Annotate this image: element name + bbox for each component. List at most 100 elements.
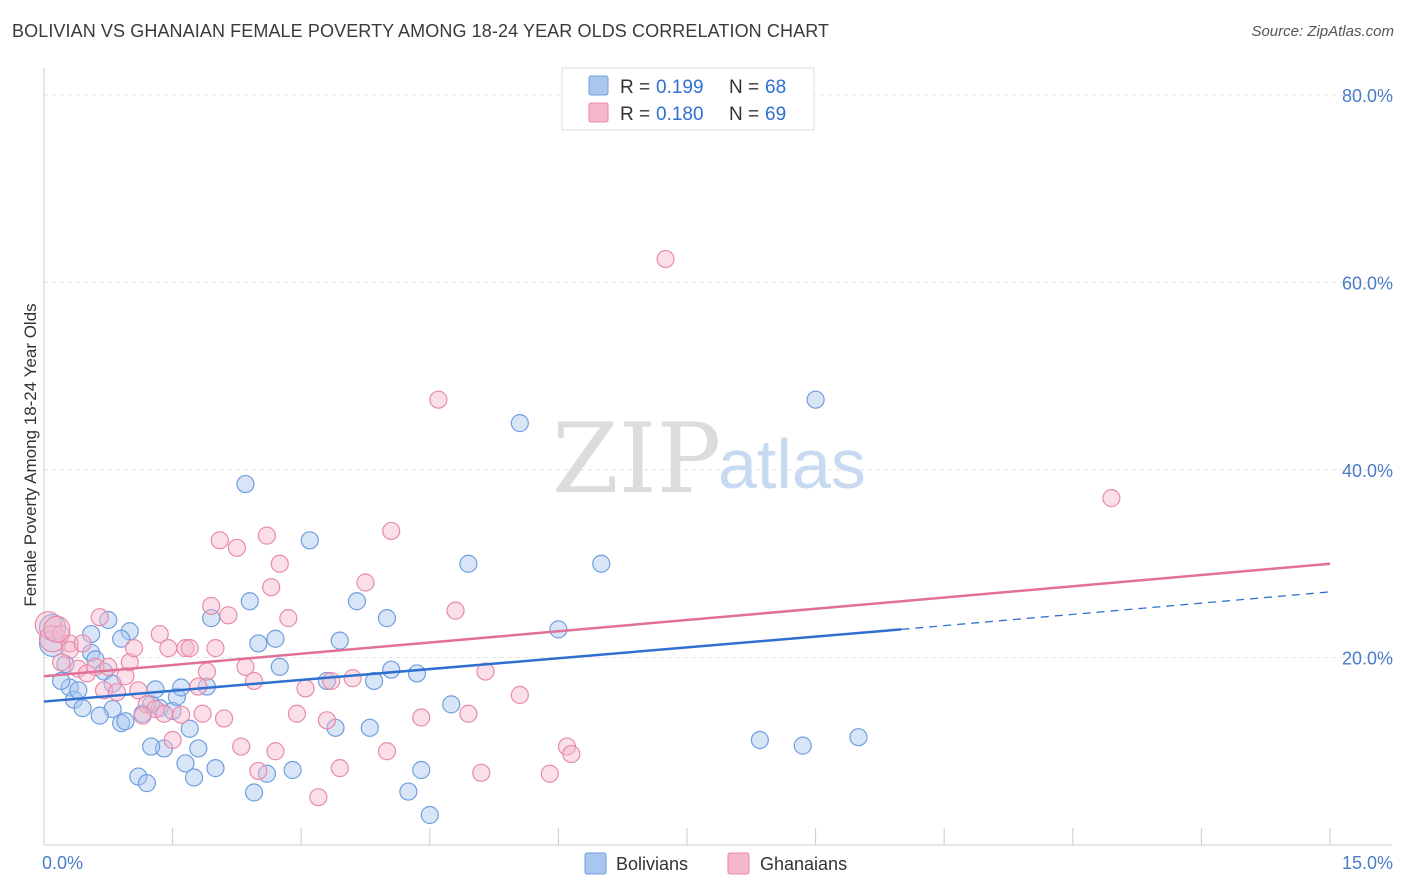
point-ghanaians: [377, 742, 397, 761]
axes: [43, 68, 1392, 846]
point-ghanaians: [90, 608, 109, 627]
grid: [44, 94, 1392, 658]
legend-swatch-bolivians: [588, 75, 609, 96]
point-bolivians: [793, 736, 812, 755]
point-ghanaians: [124, 639, 144, 658]
bottom-legend-swatch-bolivians: [584, 852, 607, 875]
point-bolivians: [330, 631, 349, 650]
point-ghanaians: [172, 705, 191, 724]
point-ghanaians: [206, 639, 225, 658]
point-ghanaians: [266, 742, 285, 761]
points: [34, 249, 1121, 825]
point-bolivians: [180, 719, 199, 738]
point-ghanaians: [459, 704, 478, 723]
point-ghanaians: [133, 706, 152, 725]
point-ghanaians: [43, 615, 71, 643]
point-bolivians: [137, 774, 156, 793]
point-bolivians: [382, 660, 401, 679]
trend-line-ghanaians: [43, 562, 1331, 678]
point-bolivians: [112, 629, 131, 648]
point-bolivians: [172, 678, 191, 697]
point-ghanaians: [227, 538, 246, 557]
point-ghanaians: [343, 669, 362, 688]
point-ghanaians: [257, 526, 277, 545]
legend-swatch-ghanaians: [588, 102, 609, 123]
source-label: Source: ZipAtlas.com: [1251, 23, 1394, 40]
point-bolivians: [189, 739, 208, 758]
point-ghanaians: [309, 788, 328, 807]
point-ghanaians: [99, 657, 118, 676]
point-bolivians: [236, 474, 255, 494]
x-tick-labels: 0.0% 15.0%: [42, 853, 1393, 873]
watermark-zip: ZIP: [552, 403, 721, 515]
legend-r-value-2: 0.180: [656, 104, 704, 125]
point-ghanaians: [210, 531, 229, 550]
y-tick-label: 60.0%: [1342, 274, 1393, 294]
point-ghanaians: [52, 653, 71, 672]
point-ghanaians: [219, 606, 238, 625]
point-bolivians: [399, 782, 418, 801]
bottom-legend-ghanaians: Ghanaians: [760, 854, 847, 874]
point-ghanaians: [180, 639, 199, 658]
point-bolivians: [300, 531, 319, 550]
point-ghanaians: [193, 704, 212, 723]
point-ghanaians: [322, 671, 341, 691]
point-ghanaians: [137, 695, 156, 714]
point-bolivians: [244, 783, 264, 802]
point-ghanaians: [476, 662, 495, 681]
point-bolivians: [750, 730, 769, 750]
point-ghanaians: [1102, 489, 1121, 508]
point-bolivians: [90, 706, 109, 725]
point-ghanaians: [232, 737, 251, 756]
legend-n-label-1: N =: [729, 77, 759, 98]
point-bolivians: [347, 592, 367, 611]
point-bolivians: [266, 629, 285, 648]
watermark: ZIP atlas: [552, 403, 866, 515]
legend: R = 0.199 N = 68 R = 0.180 N = 69: [561, 67, 815, 131]
point-bolivians: [73, 699, 92, 718]
point-bolivians: [283, 760, 302, 780]
watermark-atlas: atlas: [718, 425, 866, 503]
point-bolivians: [167, 687, 186, 706]
point-bolivians: [206, 759, 225, 778]
legend-n-value-1: 68: [765, 77, 786, 98]
point-bolivians: [459, 554, 478, 573]
point-ghanaians: [412, 708, 431, 727]
point-ghanaians: [540, 764, 559, 783]
point-bolivians: [377, 609, 397, 628]
point-ghanaians: [163, 730, 182, 750]
point-ghanaians: [176, 639, 195, 658]
point-ghanaians: [296, 679, 315, 698]
point-ghanaians: [330, 759, 349, 778]
point-bolivians: [420, 805, 439, 825]
point-ghanaians: [73, 634, 92, 653]
point-bolivians: [176, 754, 195, 773]
point-bolivians: [412, 760, 431, 780]
point-bolivians: [69, 681, 88, 700]
point-ghanaians: [159, 639, 178, 658]
point-ghanaians: [120, 653, 139, 672]
point-ghanaians: [382, 521, 401, 541]
legend-r-label-1: R =: [620, 77, 650, 98]
point-ghanaians: [287, 704, 307, 723]
y-tick-labels: 20.0% 40.0% 60.0% 80.0%: [1342, 86, 1393, 669]
point-bolivians: [116, 712, 135, 731]
point-ghanaians: [446, 601, 465, 620]
point-bolivians: [142, 737, 161, 756]
point-bolivians: [360, 718, 379, 737]
point-bolivians: [52, 671, 71, 691]
point-ghanaians: [356, 573, 375, 592]
point-bolivians: [549, 620, 568, 639]
trend-lines: [43, 562, 1331, 703]
point-ghanaians: [262, 578, 281, 597]
trend-line-bolivians: [43, 628, 902, 703]
point-ghanaians: [116, 667, 135, 686]
point-ghanaians: [197, 662, 216, 681]
point-ghanaians: [202, 596, 221, 616]
point-ghanaians: [107, 683, 126, 702]
point-ghanaians: [429, 390, 448, 409]
point-bolivians: [806, 390, 825, 409]
y-tick-label: 20.0%: [1342, 649, 1393, 669]
chart-title: BOLIVIAN VS GHANAIAN FEMALE POVERTY AMON…: [12, 21, 830, 41]
